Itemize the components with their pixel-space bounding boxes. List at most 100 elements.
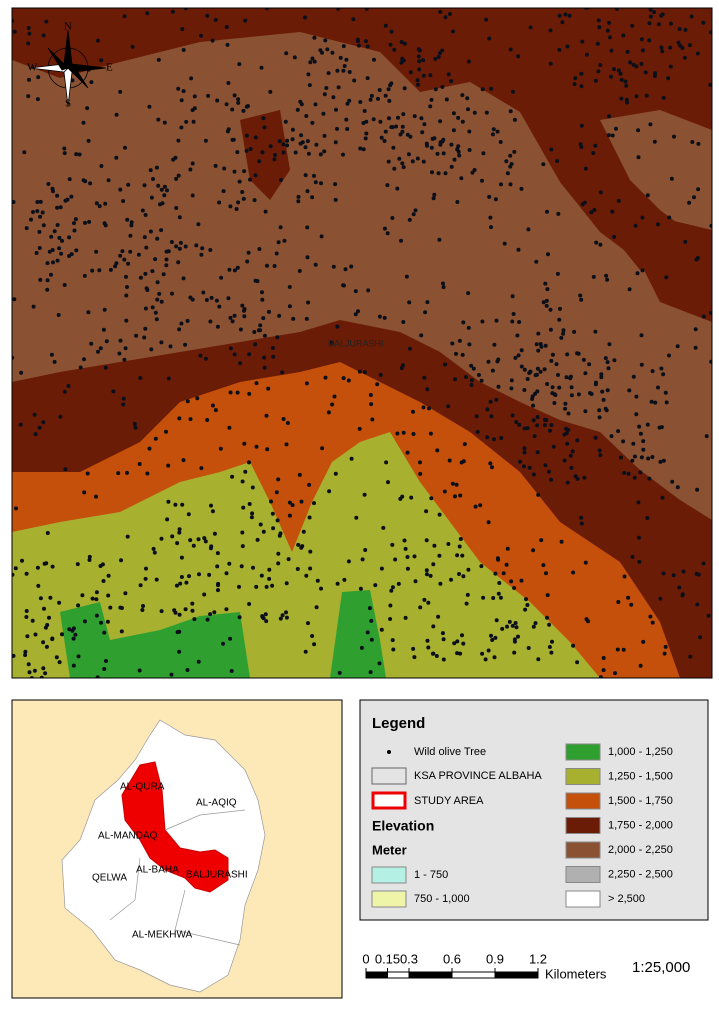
tree-point (653, 74, 657, 78)
tree-point (418, 472, 422, 476)
tree-point (205, 14, 209, 18)
tree-point (418, 605, 422, 609)
tree-point (104, 366, 108, 370)
tree-point (606, 29, 610, 33)
tree-point (336, 582, 340, 586)
tree-point (449, 578, 453, 582)
tree-point (245, 134, 249, 138)
tree-point (358, 370, 362, 374)
tree-point (372, 58, 376, 62)
tree-point (402, 165, 406, 169)
tree-point (312, 36, 316, 40)
tree-point (563, 459, 567, 463)
tree-point (257, 328, 261, 332)
tree-point (489, 400, 493, 404)
tree-point (120, 606, 124, 610)
tree-point (487, 195, 491, 199)
tree-point (361, 557, 365, 561)
tree-point (536, 332, 540, 336)
tree-point (199, 34, 203, 38)
tree-point (94, 250, 98, 254)
tree-point (602, 668, 606, 672)
tree-point (524, 597, 528, 601)
tree-point (72, 626, 76, 630)
tree-point (598, 243, 602, 247)
tree-point (285, 616, 289, 620)
tree-point (470, 378, 474, 382)
tree-point (392, 167, 396, 171)
tree-point (545, 616, 549, 620)
tree-point (140, 608, 144, 612)
tree-point (117, 352, 121, 356)
tree-point (50, 637, 54, 641)
tree-point (696, 52, 700, 56)
tree-point (279, 531, 283, 535)
tree-point (105, 339, 109, 343)
tree-point (354, 312, 358, 316)
tree-point (487, 37, 491, 41)
tree-point (250, 511, 254, 515)
tree-point (166, 464, 170, 468)
tree-point (435, 448, 439, 452)
tree-point (64, 199, 68, 203)
tree-point (586, 5, 590, 9)
tree-point (212, 610, 216, 614)
tree-point (552, 401, 556, 405)
tree-point (511, 624, 515, 628)
tree-point (569, 466, 573, 470)
tree-point (145, 472, 149, 476)
tree-point (609, 75, 613, 79)
tree-point (359, 587, 363, 591)
tree-point (441, 631, 445, 635)
tree-point (545, 210, 549, 214)
tree-point (44, 20, 48, 24)
tree-point (670, 480, 674, 484)
tree-point (114, 156, 118, 160)
tree-point (188, 538, 192, 542)
scale-label: 0.6 (443, 951, 461, 966)
tree-point (629, 603, 633, 607)
tree-point (229, 316, 233, 320)
tree-point (261, 615, 265, 619)
tree-point (49, 273, 53, 277)
tree-point (304, 114, 308, 118)
tree-point (409, 70, 413, 74)
tree-point (126, 262, 130, 266)
tree-point (682, 570, 686, 574)
tree-point (651, 621, 655, 625)
tree-point (387, 87, 391, 91)
tree-point (97, 268, 101, 272)
tree-point (236, 391, 240, 395)
tree-point (562, 328, 566, 332)
tree-point (64, 467, 68, 471)
tree-point (572, 330, 576, 334)
tree-point (570, 385, 574, 389)
tree-point (565, 442, 569, 446)
tree-point (235, 207, 239, 211)
tree-point (164, 430, 168, 434)
tree-point (296, 108, 300, 112)
district-label: QELWA (92, 873, 127, 884)
tree-point (207, 573, 211, 577)
tree-point (296, 567, 300, 571)
tree-point (233, 93, 237, 97)
tree-point (575, 438, 579, 442)
tree-point (170, 292, 174, 296)
tree-point (431, 624, 435, 628)
compass-s: S (65, 98, 71, 110)
tree-point (641, 439, 645, 443)
scale-label: 1.2 (529, 951, 547, 966)
tree-point (422, 74, 426, 78)
tree-point (314, 143, 318, 147)
tree-point (208, 320, 212, 324)
tree-point (338, 671, 342, 675)
tree-point (273, 264, 277, 268)
legend-swatch (566, 891, 600, 907)
tree-point (473, 168, 477, 172)
tree-point (129, 223, 133, 227)
tree-point (182, 276, 186, 280)
tree-point (144, 567, 148, 571)
tree-point (480, 179, 484, 183)
tree-point (577, 352, 581, 356)
tree-point (63, 283, 67, 287)
